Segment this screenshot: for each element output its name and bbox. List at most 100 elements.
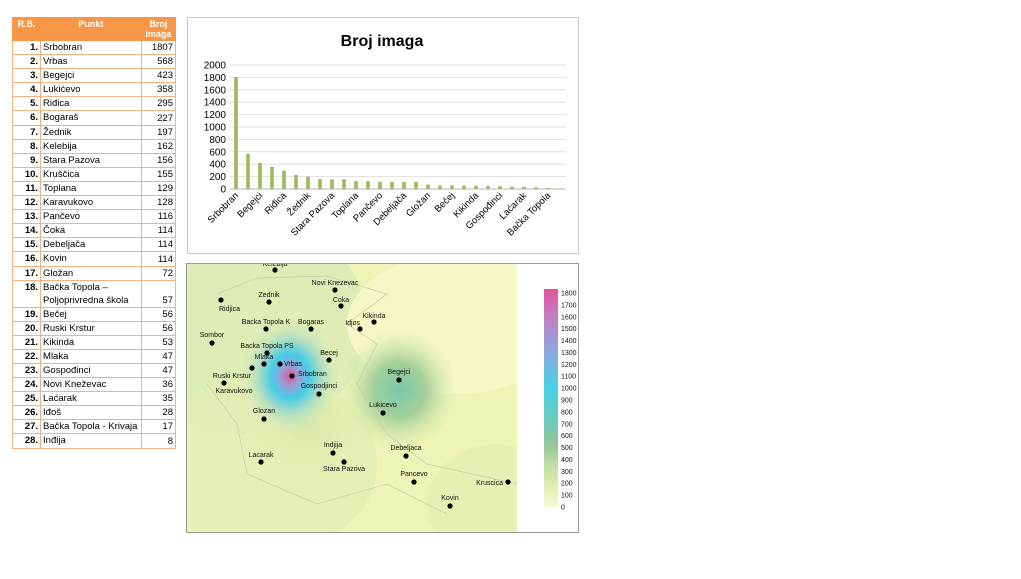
map-point-label: Karavukovo bbox=[216, 388, 253, 395]
colorbar-tick-label: 0 bbox=[561, 505, 565, 512]
map-point bbox=[258, 459, 264, 465]
row-broj-imaga: 56 bbox=[140, 306, 177, 322]
bar bbox=[510, 186, 514, 189]
bar bbox=[462, 185, 466, 189]
row-broj-imaga: 1807 bbox=[140, 39, 177, 56]
table-row: 6. Bogaraš 227 bbox=[11, 110, 177, 126]
row-punkt: Srbobran bbox=[40, 39, 142, 56]
map-point bbox=[505, 479, 511, 485]
map-point-label: Begejci bbox=[388, 369, 411, 376]
map-point-label: Indjija bbox=[324, 442, 342, 449]
map-point-label: Lacarak bbox=[249, 452, 274, 459]
header-rb: R.B. bbox=[11, 17, 42, 41]
bar bbox=[306, 176, 310, 189]
table-row: 17. Gložan 72 bbox=[11, 265, 177, 281]
colorbar-tick-label: 600 bbox=[561, 433, 573, 440]
row-number: 12. bbox=[11, 195, 42, 211]
row-number: 13. bbox=[11, 209, 42, 225]
y-tick-label: 200 bbox=[209, 172, 226, 183]
map-border-line bbox=[216, 275, 518, 485]
data-table: R.B. Punkt Broj imaga 1. Srbobran 1807 2. Vr… bbox=[11, 17, 177, 449]
map-point-label: Becej bbox=[320, 350, 338, 357]
map-point bbox=[411, 479, 417, 485]
row-punkt: Pančevo bbox=[40, 209, 142, 225]
table-row: 14. Čoka 114 bbox=[11, 223, 177, 239]
row-broj-imaga: 56 bbox=[140, 320, 177, 336]
y-tick-label: 1000 bbox=[204, 123, 227, 134]
row-punkt: Kikinda bbox=[40, 334, 142, 350]
row-broj-imaga: 358 bbox=[140, 82, 177, 98]
table-row: 10. Kruščica 155 bbox=[11, 166, 177, 182]
colorbar-tick-label: 1600 bbox=[561, 314, 577, 321]
table-header-row: R.B. Punkt Broj imaga bbox=[11, 17, 177, 41]
row-punkt: Bogaraš bbox=[40, 110, 142, 126]
bar bbox=[366, 181, 370, 189]
map-point-label: Kikinda bbox=[363, 313, 386, 320]
row-punkt: Bačka Topola – Poljoprivredna škola bbox=[40, 279, 142, 308]
table-row: 21. Kikinda 53 bbox=[11, 334, 177, 350]
y-tick-label: 600 bbox=[209, 147, 226, 158]
row-punkt: Inđija bbox=[40, 433, 142, 449]
row-number: 10. bbox=[11, 166, 42, 182]
map-point-label: Kovin bbox=[441, 495, 459, 502]
map-point-label: Zednik bbox=[258, 292, 280, 299]
bar bbox=[258, 162, 262, 189]
row-number: 19. bbox=[11, 306, 42, 322]
map-point bbox=[316, 391, 322, 397]
chart-title: Broj imaga bbox=[341, 33, 424, 50]
bar bbox=[534, 187, 538, 189]
row-number: 15. bbox=[11, 237, 42, 253]
colorbar-tick-label: 1700 bbox=[561, 302, 577, 309]
map-point-label: Kelebija bbox=[263, 264, 288, 268]
table-row: 13. Pančevo 116 bbox=[11, 209, 177, 225]
map-point bbox=[221, 380, 227, 386]
colorbar-tick-label: 1800 bbox=[561, 291, 577, 298]
row-number: 27. bbox=[11, 419, 42, 435]
bar bbox=[294, 174, 298, 189]
map-point bbox=[308, 326, 314, 332]
y-tick-label: 0 bbox=[220, 185, 226, 196]
row-number: 7. bbox=[11, 124, 42, 140]
row-number: 24. bbox=[11, 377, 42, 393]
map-point-label: Stara Pazova bbox=[323, 466, 365, 473]
map-point-label: Debeljaca bbox=[390, 445, 421, 452]
row-broj-imaga: 57 bbox=[140, 279, 177, 308]
map-point bbox=[447, 503, 453, 509]
map-border-line bbox=[206, 383, 448, 515]
map-point-label: Bogaras bbox=[298, 319, 325, 326]
bar bbox=[270, 166, 274, 189]
row-number: 14. bbox=[11, 223, 42, 239]
bar bbox=[546, 187, 550, 189]
row-punkt: Ruski Krstur bbox=[40, 320, 142, 336]
table-row: 22. Mlaka 47 bbox=[11, 348, 177, 364]
row-broj-imaga: 114 bbox=[140, 237, 177, 253]
colorbar-tick-label: 400 bbox=[561, 457, 573, 464]
map-point-label: Ridjica bbox=[219, 306, 240, 313]
header-broj-imaga: Broj imaga bbox=[140, 17, 177, 41]
bar bbox=[474, 185, 478, 189]
map-point bbox=[209, 340, 215, 346]
bar bbox=[318, 178, 322, 189]
row-broj-imaga: 128 bbox=[140, 195, 177, 211]
bar bbox=[378, 181, 382, 189]
table-row: 26. Iđoš 28 bbox=[11, 405, 177, 421]
row-punkt: Kruščica bbox=[40, 166, 142, 182]
colorbar-tick-label: 1200 bbox=[561, 362, 577, 369]
table-row: 1. Srbobran 1807 bbox=[11, 39, 177, 56]
y-tick-label: 1200 bbox=[204, 110, 227, 121]
row-broj-imaga: 35 bbox=[140, 391, 177, 407]
table-row: 5. Riđica 295 bbox=[11, 96, 177, 112]
row-number: 9. bbox=[11, 152, 42, 168]
bar-chart-panel: Broj imaga 0 200 400 600 800 1000 1200 1400 1600 1… bbox=[187, 17, 579, 254]
table-row: 8. Kelebija 162 bbox=[11, 138, 177, 154]
row-broj-imaga: 114 bbox=[140, 223, 177, 239]
bar bbox=[450, 185, 454, 189]
table-row: 7. Žednik 197 bbox=[11, 124, 177, 140]
row-broj-imaga: 568 bbox=[140, 54, 177, 70]
map-point bbox=[266, 299, 272, 305]
row-punkt: Toplana bbox=[40, 180, 142, 197]
row-broj-imaga: 47 bbox=[140, 348, 177, 364]
map-point bbox=[403, 453, 409, 459]
row-punkt: Čoka bbox=[40, 223, 142, 239]
row-broj-imaga: 8 bbox=[140, 433, 177, 449]
